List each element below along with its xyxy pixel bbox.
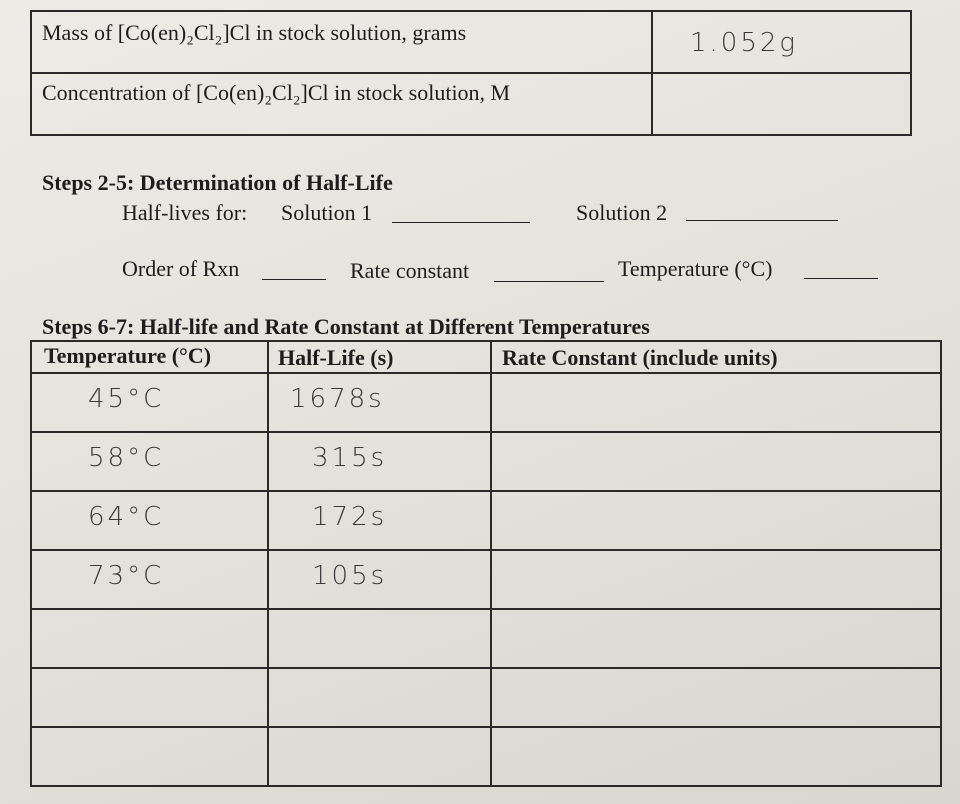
table-border: [30, 431, 942, 433]
table-border: [30, 10, 912, 12]
blank: [392, 222, 530, 223]
table-border: [30, 608, 942, 610]
handwritten-half-life: 1678s: [290, 384, 385, 414]
handwritten-temperature: 73°C: [88, 561, 165, 591]
handwritten-half-life: 315s: [312, 443, 388, 473]
table-border: [30, 134, 912, 136]
label: Solution 2: [576, 200, 668, 225]
table-border: [30, 372, 942, 374]
handwritten-value: 1.052g: [690, 28, 799, 58]
blank: [494, 281, 604, 282]
row-label: Concentration of [Co(en)₂Cl₂]Cl in stock…: [42, 80, 511, 105]
table-border: [30, 490, 942, 492]
table-border: [30, 726, 942, 728]
table-border: [267, 340, 269, 787]
handwritten-temperature: 45°C: [88, 384, 165, 414]
handwritten-temperature: 64°C: [88, 502, 165, 532]
label: Solution 1: [281, 200, 373, 225]
table-border: [940, 340, 942, 787]
blank: [804, 278, 878, 279]
handwritten-temperature: 58°C: [88, 443, 165, 473]
section-heading: Steps 6-7: Half-life and Rate Constant a…: [42, 314, 650, 339]
column-header: Temperature (°C): [44, 343, 212, 368]
blank: [686, 220, 838, 221]
label: Temperature (°C): [618, 256, 773, 281]
column-header: Rate Constant (include units): [502, 345, 778, 370]
column-header: Half-Life (s): [278, 345, 394, 370]
table-border: [30, 667, 942, 669]
table-border: [30, 340, 942, 342]
table-border: [30, 549, 942, 551]
label: Rate constant: [350, 258, 470, 283]
table-border: [490, 340, 492, 787]
row-label: Mass of [Co(en)₂Cl₂]Cl in stock solution…: [42, 20, 467, 45]
table-border: [30, 340, 32, 787]
label: Order of Rxn: [122, 256, 240, 281]
section-heading: Steps 2-5: Determination of Half-Life: [42, 170, 393, 195]
table-border: [30, 72, 912, 74]
table-border: [30, 785, 942, 787]
label: Half-lives for:: [122, 200, 248, 225]
table-border: [30, 10, 32, 136]
blank: [262, 279, 326, 280]
handwritten-half-life: 172s: [312, 502, 388, 532]
table-border: [651, 10, 653, 136]
table-border: [910, 10, 912, 136]
handwritten-half-life: 105s: [312, 561, 388, 591]
